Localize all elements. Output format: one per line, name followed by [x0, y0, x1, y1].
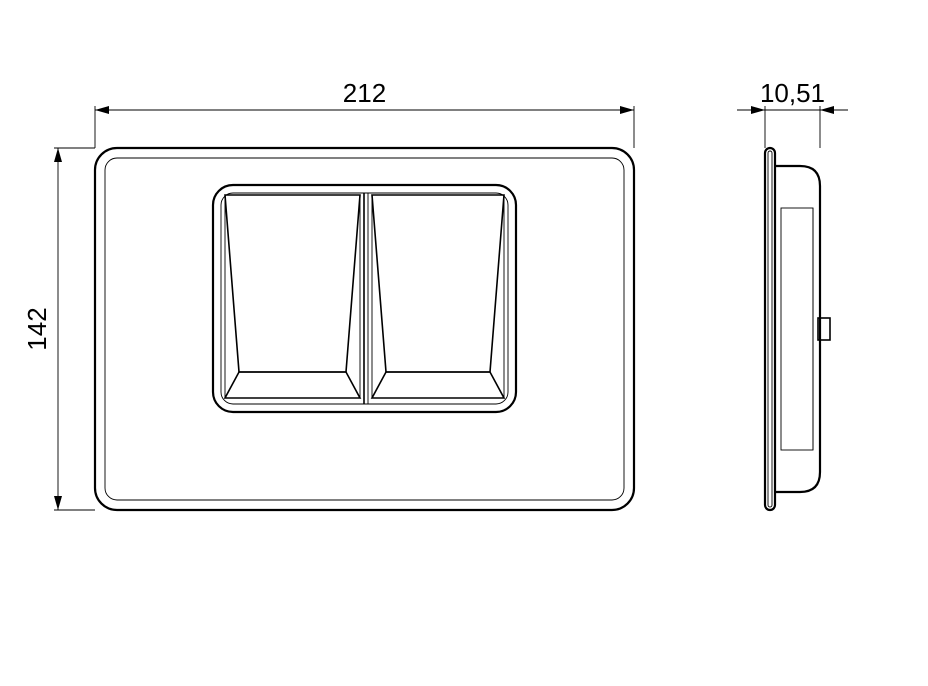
- side-view: [765, 148, 830, 510]
- dimensions: 212 142 10,51: [22, 78, 848, 510]
- right-button-ledge: [372, 372, 504, 398]
- front-view: [95, 148, 634, 510]
- left-button-face: [225, 195, 360, 372]
- dim-depth-label: 10,51: [760, 78, 825, 108]
- right-button-face: [372, 195, 504, 372]
- dim-width-label: 212: [343, 78, 386, 108]
- technical-drawing: 212 142 10,51: [0, 0, 928, 686]
- side-back-recess: [781, 208, 813, 450]
- dim-height-label: 142: [22, 307, 52, 350]
- side-front-face: [765, 148, 775, 510]
- left-button-ledge: [225, 372, 360, 398]
